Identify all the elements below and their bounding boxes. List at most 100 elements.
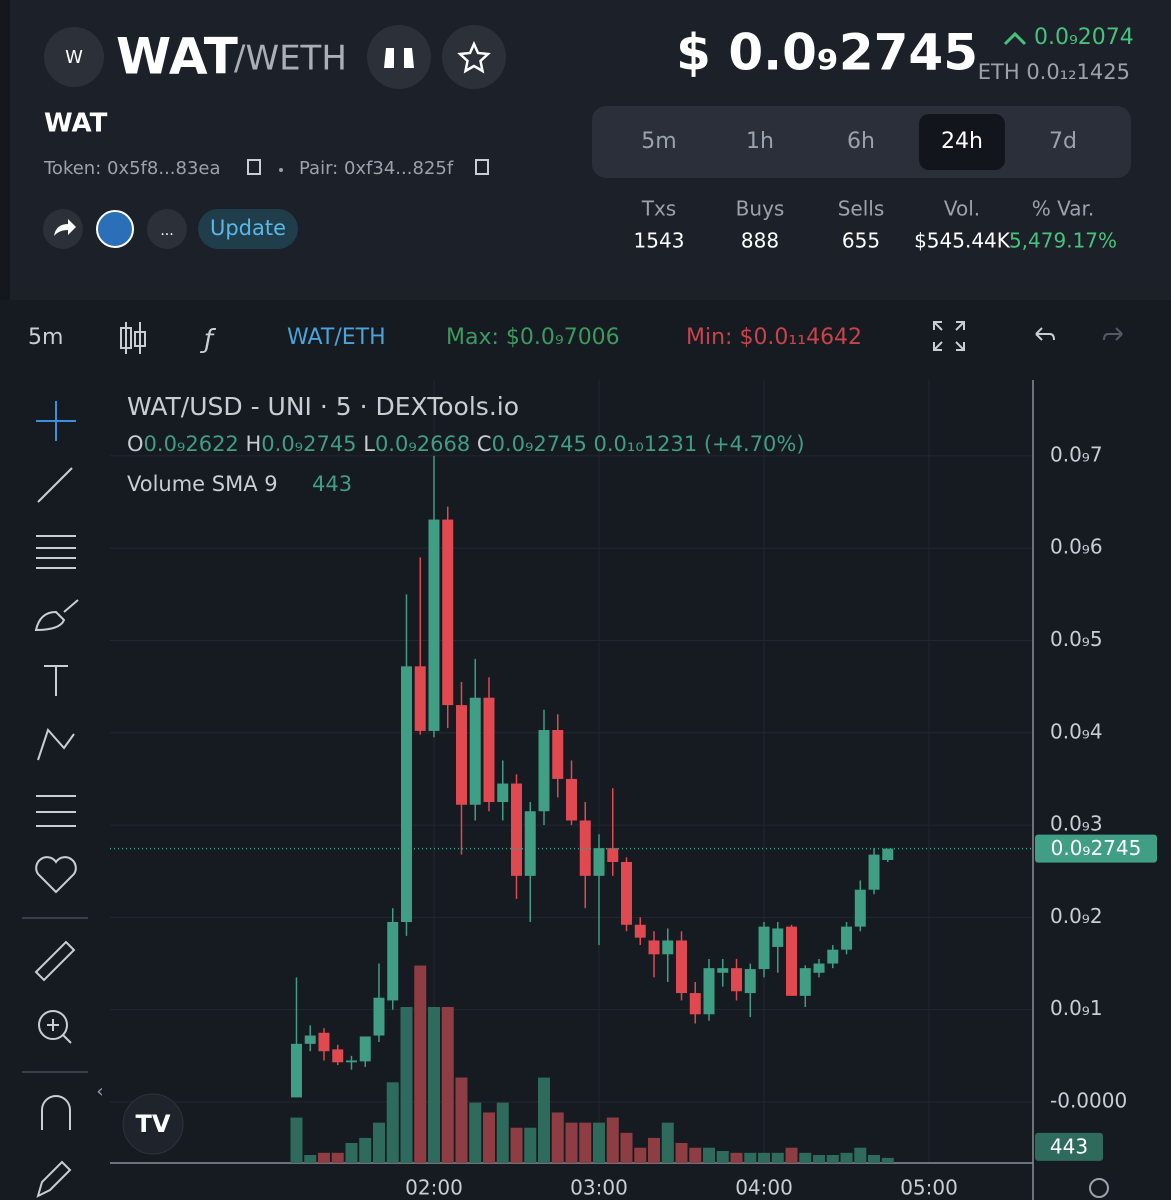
volume-bar: [744, 1152, 757, 1163]
volume-bar: [881, 1157, 894, 1163]
volume-bar: [689, 1147, 702, 1163]
settings-icon[interactable]: [1089, 1178, 1109, 1198]
volume-bar: [758, 1152, 771, 1163]
pattern-tool[interactable]: [37, 728, 75, 761]
crosshair-tool[interactable]: [36, 401, 76, 441]
candle-body: [648, 940, 660, 955]
collapse-toolbar[interactable]: ‹: [96, 1081, 103, 1102]
candle-body: [332, 1049, 344, 1063]
brush-tool[interactable]: [34, 599, 79, 632]
share-icon: [54, 219, 76, 236]
chart-link-button[interactable]: [96, 210, 134, 248]
favorites-tool[interactable]: [35, 856, 77, 894]
volume-bar: [579, 1122, 592, 1163]
volume-bar: [634, 1147, 647, 1163]
candle-body: [538, 730, 550, 812]
indicators-icon[interactable]: ƒ: [199, 325, 217, 355]
candle-body: [400, 666, 412, 922]
stats: Txs 1543 Buys 888 Sells 655 Vol. $545.44K % Var.…: [634, 197, 1117, 253]
ohlc-key: O: [127, 432, 144, 456]
volume-bar: [675, 1143, 688, 1163]
volume-bar: [593, 1122, 606, 1163]
volume-bar: [496, 1102, 509, 1163]
text-tool[interactable]: [44, 665, 68, 696]
timeframe[interactable]: 7d: [1049, 129, 1077, 154]
tool-separator: [22, 917, 88, 1073]
more-label: ...: [160, 223, 173, 239]
timeframe[interactable]: 5m: [641, 129, 676, 154]
stat-label: % Var.: [1032, 197, 1095, 221]
y-tick-label: 0.0₉7: [1050, 442, 1103, 466]
zoom-tool[interactable]: [38, 1010, 68, 1040]
undo-icon[interactable]: [1035, 327, 1055, 341]
candle-body: [469, 697, 481, 805]
x-tick-label: 03:00: [570, 1176, 628, 1200]
more-button[interactable]: [147, 209, 187, 249]
fib-tool[interactable]: [36, 535, 76, 569]
x-tick-label: 05:00: [900, 1176, 958, 1200]
trendline-tool[interactable]: [37, 467, 73, 503]
candle-body: [689, 993, 701, 1015]
binoculars-icon: [384, 48, 414, 68]
candle-type-icon[interactable]: [120, 322, 146, 354]
candle-body: [290, 1043, 302, 1098]
y-tick-label: 0.0₉1: [1050, 996, 1103, 1020]
candle-body: [799, 968, 811, 996]
plot: -0.0000 0.0₉1 0.0₉2 0.0₉3 0.0₉4 0.0₉5 0.0₉6 0.0…: [110, 380, 1157, 1200]
timeframe[interactable]: 1h: [746, 129, 774, 154]
volume-bar: [868, 1155, 881, 1163]
volume-bar: [359, 1137, 372, 1163]
volume-bar: [813, 1155, 826, 1163]
y-tick-label: 0.0₉4: [1050, 719, 1103, 743]
volume-bar: [455, 1077, 468, 1163]
tradingview-logo: TV: [136, 1110, 171, 1138]
timeframe[interactable]: 24h: [941, 129, 983, 154]
last-price-label: 0.0₉2745: [1051, 836, 1142, 860]
candle-body: [827, 949, 839, 964]
volume-bar: [730, 1152, 743, 1163]
candle-body: [345, 1060, 357, 1063]
ohlc-key: H: [245, 432, 261, 456]
fullscreen-icon[interactable]: [933, 321, 965, 351]
candle-body: [662, 940, 674, 955]
volume-bar: [703, 1147, 716, 1163]
candle-body: [772, 928, 784, 947]
drawing-tools: [22, 401, 88, 1198]
ohlc-value: 0.0₉2745: [261, 432, 356, 456]
y-tick-label: -0.0000: [1050, 1088, 1127, 1112]
candle-body: [373, 997, 385, 1036]
volume-bar: [551, 1112, 564, 1163]
copy-icon[interactable]: [247, 159, 261, 175]
ohlc-key: L: [363, 432, 375, 456]
redo-icon: [1103, 327, 1123, 341]
candle-body: [510, 783, 522, 876]
candle-body: [304, 1035, 316, 1044]
volume-bar: [565, 1122, 578, 1163]
tradingview-logo-bg[interactable]: [122, 1093, 184, 1155]
volume-bar: [331, 1152, 344, 1163]
candle-body: [442, 519, 454, 706]
update-button[interactable]: [198, 209, 298, 249]
volume-sma-label: 443: [1050, 1134, 1088, 1158]
volume-bar: [400, 1007, 413, 1163]
timeframe-active: [919, 114, 1005, 170]
update-label: Update: [210, 216, 286, 240]
star-icon: [457, 40, 491, 74]
binoculars-button[interactable]: [367, 25, 431, 89]
favorite-button[interactable]: [442, 25, 506, 89]
volume-bar: [510, 1127, 523, 1163]
timeframe[interactable]: 6h: [847, 129, 875, 154]
candle-body: [318, 1032, 330, 1052]
token-name: WAT: [44, 109, 108, 139]
copy-icon[interactable]: [475, 159, 489, 175]
pair-toggle[interactable]: WAT/ETH: [287, 325, 386, 350]
measure-tool[interactable]: [34, 940, 76, 982]
prediction-tool[interactable]: [36, 795, 76, 827]
interval[interactable]: 5m: [28, 325, 63, 350]
stat-value: 888: [741, 229, 779, 253]
volume-bar: [386, 1082, 399, 1163]
magnet-tool[interactable]: [41, 1095, 71, 1130]
lock-tool[interactable]: [36, 1160, 72, 1198]
volume-bar: [826, 1155, 839, 1163]
